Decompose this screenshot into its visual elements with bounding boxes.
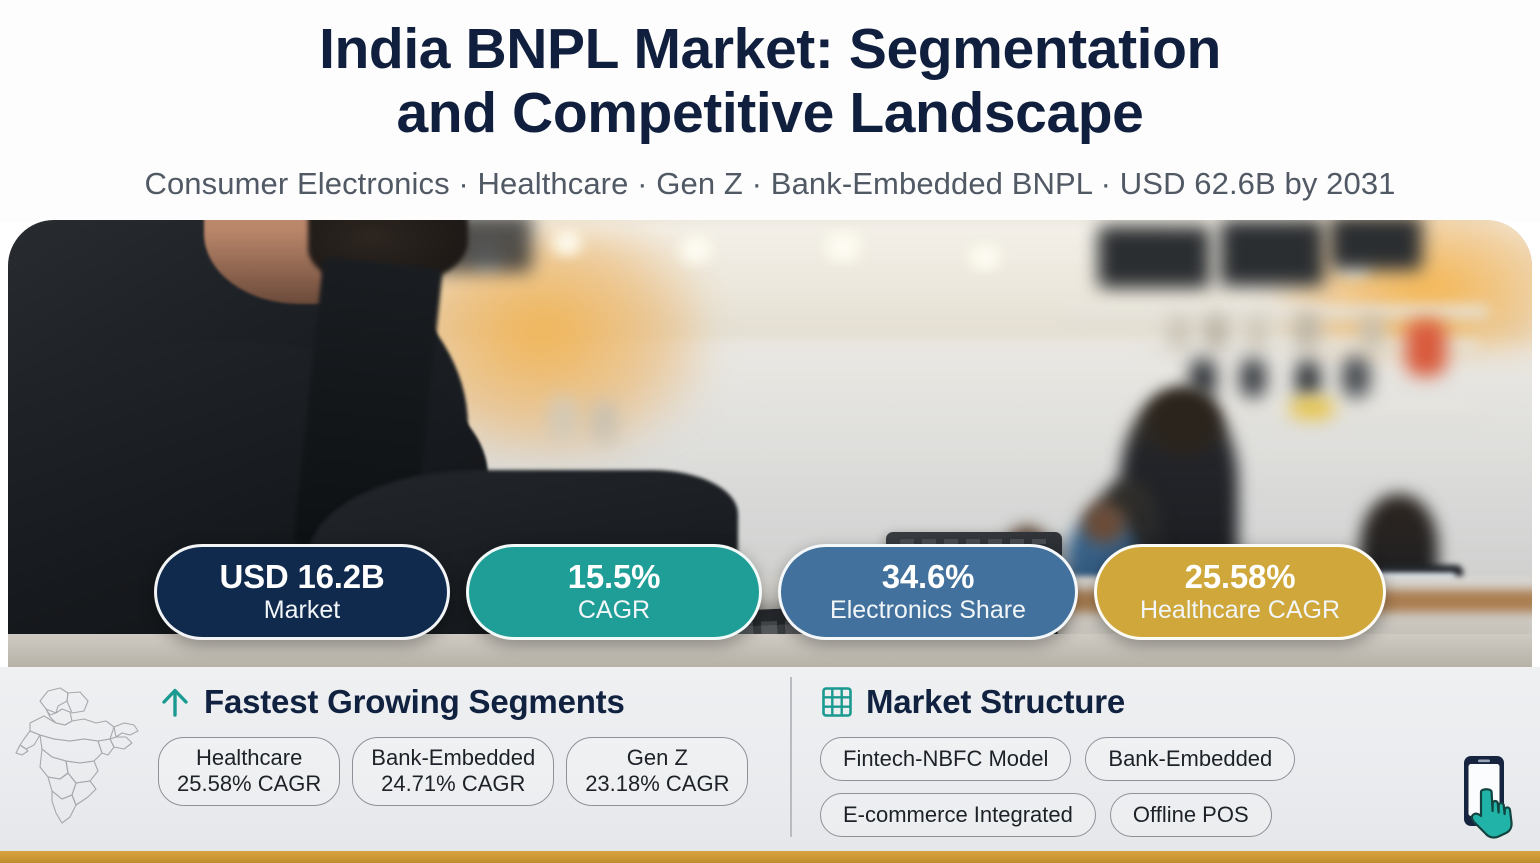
segment-chip-gen-z[interactable]: Gen Z 23.18% CAGR [566,737,749,807]
structure-label: Bank-Embedded [1108,745,1273,771]
menu-board [1098,226,1210,288]
header: India BNPL Market: Segmentation and Comp… [0,0,1540,222]
kpi-label: CAGR [577,596,651,625]
kpi-pill-cagr: 15.5% CAGR [466,544,762,640]
ceiling-light [544,228,590,258]
product-blob [1406,320,1446,376]
segment-chip-list: Healthcare 25.58% CAGR Bank-Embedded 24.… [158,737,778,807]
section-title: Market Structure [866,683,1126,720]
structure-label: E-commerce Integrated [843,801,1073,827]
product-blob [1342,356,1370,398]
product-blob [1168,316,1190,350]
segment-name: Bank-Embedded [371,745,536,770]
kpi-value: 25.58% [1184,557,1296,595]
section-title: Fastest Growing Segments [204,683,625,720]
market-structure-section: Market Structure Fintech-NBFC Model Bank… [820,683,1420,837]
ceiling-light [960,242,1010,272]
phone-tap-icon [1464,756,1513,839]
structure-chip-ecommerce[interactable]: E-commerce Integrated [820,793,1096,837]
grid-icon [822,687,852,717]
section-header: Fastest Growing Segments [158,683,778,721]
segment-metric: 25.58% CAGR [177,771,322,797]
kpi-value: 15.5% [567,557,661,595]
product-blob [548,396,578,442]
kpi-pill-healthcare-cagr: 25.58% Healthcare CAGR [1094,544,1386,640]
section-divider [790,677,792,837]
fastest-growing-segments-section: Fastest Growing Segments Healthcare 25.5… [158,683,778,807]
product-blob [590,400,618,444]
section-header: Market Structure [820,683,1420,721]
structure-chip-fintech-nbfc[interactable]: Fintech-NBFC Model [820,737,1072,781]
kpi-label: Healthcare CAGR [1139,596,1341,625]
footer-sections: Fastest Growing Segments Healthcare 25.5… [0,667,1540,863]
segment-metric: 24.71% CAGR [381,771,526,797]
india-map-icon [15,687,139,824]
kpi-value: USD 16.2B [219,557,385,595]
structure-label: Offline POS [1132,801,1249,827]
segment-chip-bank-embedded[interactable]: Bank-Embedded 24.71% CAGR [352,737,555,807]
structure-chip-bank-embedded[interactable]: Bank-Embedded [1085,737,1296,781]
segment-name: Gen Z [626,745,688,770]
product-blob [1294,312,1320,350]
product-blob [1246,316,1268,350]
structure-chip-offline-pos[interactable]: Offline POS [1109,793,1272,837]
kpi-pill-electronics-share: 34.6% Electronics Share [778,544,1078,640]
product-blob [1290,398,1334,418]
up-arrow-icon [162,688,188,717]
background-shopper-head [1148,388,1220,454]
ceiling-light [814,230,872,264]
product-blob [1204,314,1228,350]
structure-chip-row: E-commerce Integrated Offline POS [820,793,1420,837]
segment-metric: 23.18% CAGR [585,771,730,797]
title-line-2: and Competitive Landscape [396,80,1144,145]
menu-board [1220,220,1324,286]
kpi-label: Market [263,596,341,625]
menu-board [1330,220,1422,270]
kpi-value: 34.6% [881,557,975,595]
title-line-1: India BNPL Market: Segmentation [319,17,1221,81]
kpi-label: Electronics Share [830,596,1026,625]
kpi-pill-row: USD 16.2B Market 15.5% CAGR 34.6% Electr… [0,543,1540,641]
kpi-pill-market: USD 16.2B Market [154,544,450,640]
segment-name: Healthcare [195,745,303,770]
structure-label: Fintech-NBFC Model [843,745,1049,771]
shelf-rail [1068,306,1488,318]
structure-chip-row: Fintech-NBFC Model Bank-Embedded [820,737,1420,781]
background-shopper-head [1082,502,1126,544]
product-blob [1240,358,1266,398]
footer-panel: Fastest Growing Segments Healthcare 25.5… [0,667,1540,863]
display-vents [900,539,1048,544]
footer-accent-bar [0,851,1540,863]
product-blob [1360,314,1384,350]
segment-chip-healthcare[interactable]: Healthcare 25.58% CAGR [158,737,341,807]
structure-chip-list: Fintech-NBFC Model Bank-Embedded E-comme… [820,737,1420,837]
ceiling-light [670,234,722,266]
page-title: India BNPL Market: Segmentation and Comp… [319,17,1221,146]
product-blob [1296,360,1320,398]
page-subtitle: Consumer Electronics · Healthcare · Gen … [144,165,1396,201]
